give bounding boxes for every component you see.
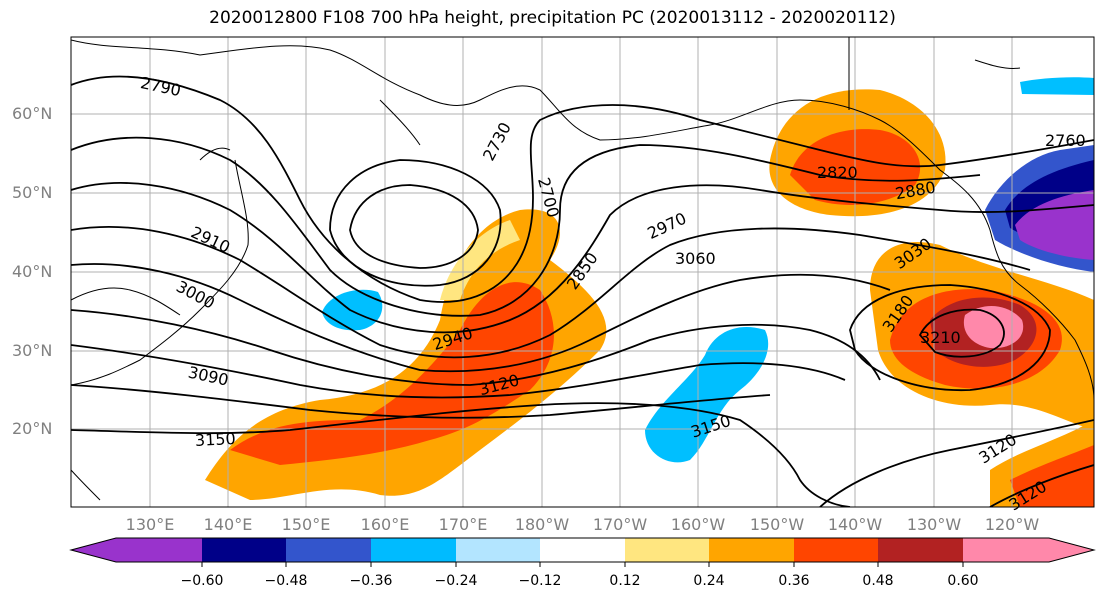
lon-label: 120°W: [984, 515, 1040, 534]
contour-label: 2790: [139, 73, 183, 100]
colorbar-segment: [625, 538, 709, 562]
precip-positive-core: [230, 282, 554, 465]
contour-label: 2820: [817, 163, 858, 182]
colorbar-segment: [540, 538, 625, 562]
precip-negative-central: [645, 327, 769, 463]
colorbar-tick-label: 0.48: [862, 573, 894, 589]
contour-label: 2730: [479, 119, 515, 164]
lat-label: 30°N: [12, 341, 53, 360]
precip-negative-ne-light: [1020, 77, 1094, 95]
colorbar-tick-label: −0.24: [434, 573, 478, 589]
precip-se-core: [1010, 445, 1094, 507]
colorbar-tick-label: 0.60: [947, 573, 979, 589]
colorbar-segment: [202, 538, 286, 562]
colorbar-segment: [371, 538, 456, 562]
lat-label: 50°N: [12, 183, 53, 202]
map-title: 2020012800 F108 700 hPa height, precipit…: [209, 8, 896, 28]
colorbar-segment: [963, 538, 1049, 562]
contour-label: 3090: [186, 363, 230, 390]
colorbar-tick-label: −0.60: [180, 573, 224, 589]
lat-label: 40°N: [12, 262, 53, 281]
lon-label: 130°W: [906, 515, 962, 534]
contour-label: 3150: [195, 429, 237, 450]
lon-label: 160°E: [360, 515, 410, 534]
colorbar-tick-label: −0.48: [264, 573, 308, 589]
colorbar-segment: [794, 538, 878, 562]
lon-label: 140°W: [827, 515, 883, 534]
colorbar-tick-label: −0.36: [349, 573, 393, 589]
colorbar-segment: [456, 538, 540, 562]
lon-label: 150°W: [749, 515, 805, 534]
contour-label: 2760: [1045, 131, 1086, 150]
colorbar-arrow-left: [71, 538, 116, 562]
lon-label: 140°E: [203, 515, 253, 534]
colorbar-tick-label: 0.12: [609, 573, 641, 589]
colorbar-tick-label: −0.12: [518, 573, 562, 589]
colorbar-tick-label: 0.24: [693, 573, 725, 589]
colorbar-segment: [286, 538, 371, 562]
lon-label: 170°E: [438, 515, 488, 534]
lon-label: 180°W: [514, 515, 570, 534]
lon-label: 130°E: [125, 515, 175, 534]
lon-label: 160°W: [670, 515, 726, 534]
colorbar-tick-label: 0.36: [778, 573, 810, 589]
precip-negative-west: [322, 289, 383, 331]
colorbar-outline: [69, 537, 1096, 563]
contour-label: 2910: [188, 222, 233, 256]
precipitation-shading: [205, 77, 1094, 507]
colorbar-segment: [116, 538, 202, 562]
lat-label: 60°N: [12, 104, 53, 123]
map-frame: [70, 36, 1095, 508]
lon-label: 170°W: [592, 515, 648, 534]
colorbar-segment: [878, 538, 963, 562]
lon-label: 150°E: [281, 515, 331, 534]
precip-nepac-pink: [963, 305, 1024, 349]
contour-label: 2850: [563, 249, 602, 293]
contour-label: 3060: [675, 249, 716, 268]
height-contours: [71, 75, 1094, 507]
coastlines: [71, 37, 1094, 501]
colorbar: [69, 537, 1096, 567]
lat-label: 20°N: [12, 419, 53, 438]
colorbar-segment: [709, 538, 794, 562]
colorbar-arrow-right: [1049, 538, 1094, 562]
contour-label: 2970: [644, 209, 689, 243]
contour-label: 3210: [920, 328, 961, 347]
